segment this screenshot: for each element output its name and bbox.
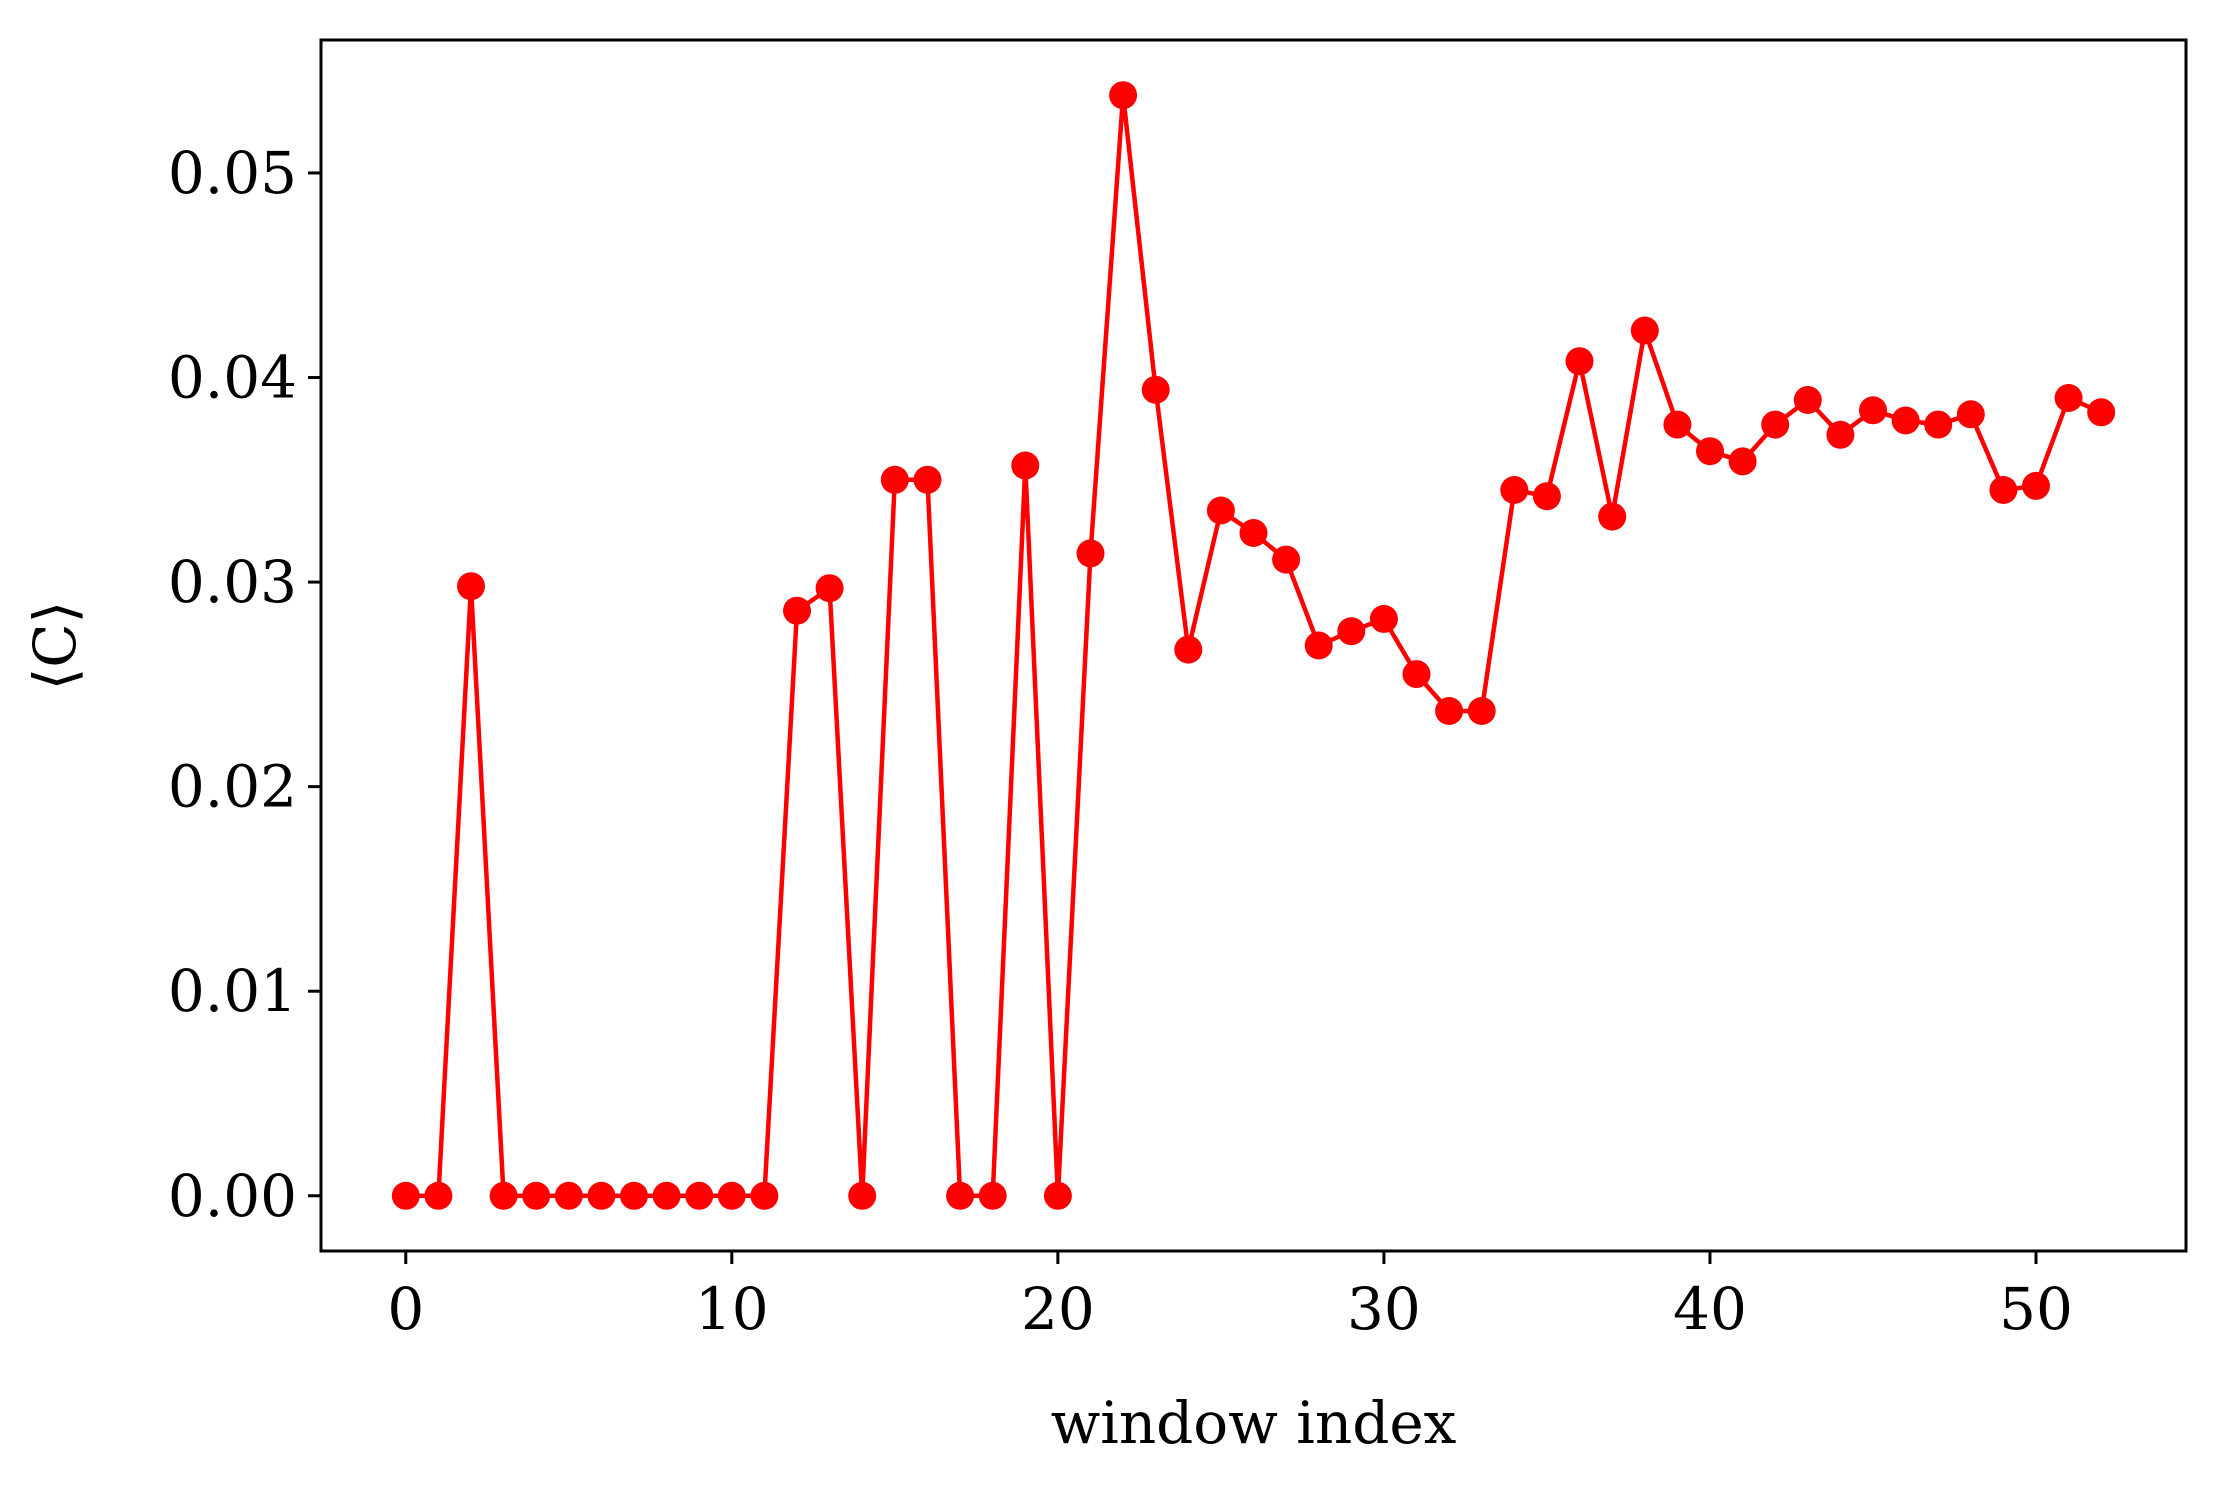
data-point <box>1369 604 1398 633</box>
data-point <box>1859 396 1887 425</box>
data-point <box>391 1181 420 1210</box>
y-axis-label: ⟨C⟩ <box>21 601 89 691</box>
data-point <box>652 1181 681 1210</box>
data-point <box>783 596 811 625</box>
data-point <box>946 1181 975 1210</box>
data-point <box>522 1181 551 1210</box>
y-tick-label: 0.03 <box>168 548 297 616</box>
x-tick-label: 40 <box>1673 1275 1747 1343</box>
data-point <box>1011 451 1040 480</box>
data-point <box>554 1181 583 1210</box>
data-point <box>1663 410 1692 439</box>
data-point <box>1696 437 1724 466</box>
y-axis: 0.00 0.01 0.02 0.03 0.04 0.05 <box>168 139 321 1230</box>
data-point <box>1141 375 1170 404</box>
data-point <box>978 1181 1007 1210</box>
axes-frame <box>319 38 2188 1253</box>
data-point <box>880 465 909 494</box>
data-point <box>2054 384 2083 412</box>
y-tick-label: 0.05 <box>168 139 297 207</box>
data-point <box>1272 545 1301 574</box>
y-tick-label: 0.04 <box>168 344 297 412</box>
data-point <box>1500 476 1529 504</box>
x-tick-label: 20 <box>1021 1275 1095 1343</box>
data-point <box>717 1181 746 1210</box>
data-point <box>1174 635 1203 664</box>
data-point <box>913 465 942 494</box>
data-point <box>1598 502 1627 531</box>
x-tick-label: 50 <box>1999 1275 2073 1343</box>
data-point <box>1956 400 1985 429</box>
data-point <box>2022 471 2050 500</box>
data-point <box>1467 697 1496 725</box>
data-point <box>1989 476 2018 504</box>
data-point <box>1565 347 1594 376</box>
data-point <box>1793 386 1822 414</box>
data-point <box>1435 697 1464 725</box>
y-tick-label: 0.01 <box>168 957 297 1025</box>
data-point <box>457 572 485 601</box>
data-point <box>750 1181 779 1210</box>
data-point <box>1109 81 1138 110</box>
x-tick-label: 10 <box>695 1275 769 1343</box>
data-point <box>1239 519 1268 547</box>
data-point <box>1826 420 1855 449</box>
data-point <box>2087 398 2116 427</box>
data-point <box>1043 1181 1072 1210</box>
y-tick-label: 0.02 <box>168 753 297 821</box>
y-tick-label: 0.00 <box>168 1162 297 1230</box>
data-point <box>424 1181 453 1210</box>
data-point <box>1728 447 1757 476</box>
data-point <box>1891 406 1920 435</box>
data-point <box>815 574 844 603</box>
data-point <box>489 1181 518 1210</box>
data-point <box>1304 631 1333 660</box>
x-tick-label: 0 <box>387 1275 424 1343</box>
x-axis: 0 10 20 30 40 50 <box>387 1251 2073 1343</box>
data-point <box>1402 660 1431 689</box>
data-point <box>1337 617 1366 646</box>
data-point <box>1076 539 1105 568</box>
data-point <box>685 1181 714 1210</box>
plot-area <box>391 81 2116 1210</box>
data-point <box>1761 410 1790 439</box>
x-tick-label: 30 <box>1347 1275 1421 1343</box>
data-point <box>1532 482 1561 511</box>
data-point <box>1924 410 1953 439</box>
data-point <box>587 1181 616 1210</box>
x-axis-label: window index <box>1051 1389 1457 1457</box>
data-point <box>1630 316 1659 345</box>
data-point <box>848 1181 877 1210</box>
data-point <box>1206 496 1235 525</box>
data-point <box>620 1181 648 1210</box>
